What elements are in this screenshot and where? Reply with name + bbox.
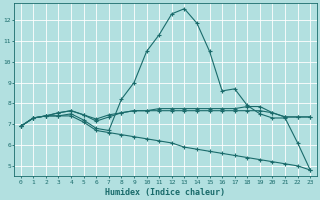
X-axis label: Humidex (Indice chaleur): Humidex (Indice chaleur) <box>106 188 226 197</box>
